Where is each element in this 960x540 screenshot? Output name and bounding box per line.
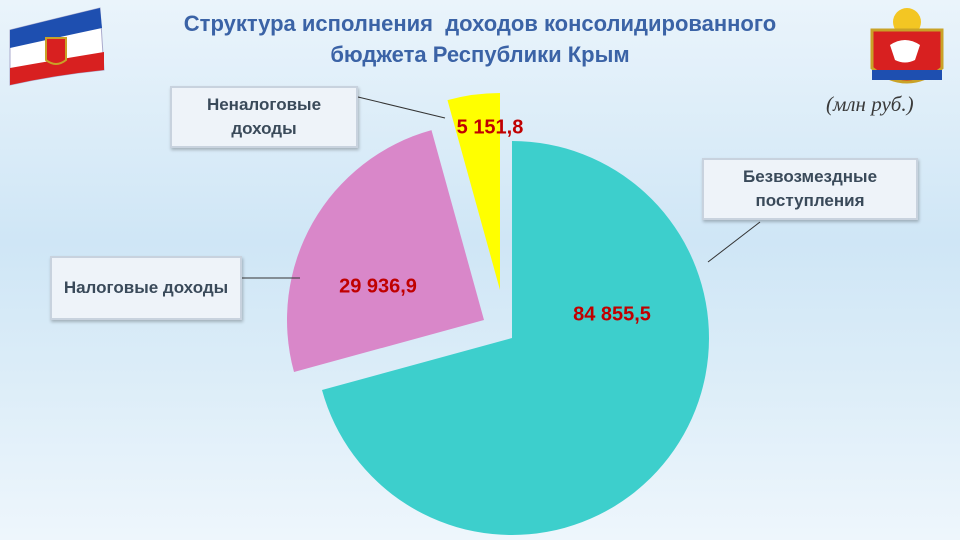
flag xyxy=(9,7,105,86)
pie-slice xyxy=(447,93,500,290)
leader-line xyxy=(357,96,446,119)
legend-label: Безвозмездные поступления xyxy=(702,158,918,220)
chart-title: Структура исполнения доходов консолидиро… xyxy=(110,8,850,70)
title-line: бюджета Республики Крым xyxy=(330,42,630,67)
data-label: 84 855,5 xyxy=(573,303,651,326)
data-label: 5 151,8 xyxy=(456,116,524,139)
title-line: Структура исполнения доходов консолидиро… xyxy=(183,11,777,36)
leader-line xyxy=(707,221,761,263)
leader-lines xyxy=(242,96,761,279)
legend-label: Налоговые доходы xyxy=(50,256,242,320)
pie-slice xyxy=(321,141,709,535)
pie-slice xyxy=(287,130,484,373)
legend-label: Неналоговые доходы xyxy=(170,86,358,148)
data-label: 29 936,9 xyxy=(339,275,417,298)
unit-label: (млн руб.) xyxy=(826,92,914,116)
emblem xyxy=(870,8,944,84)
